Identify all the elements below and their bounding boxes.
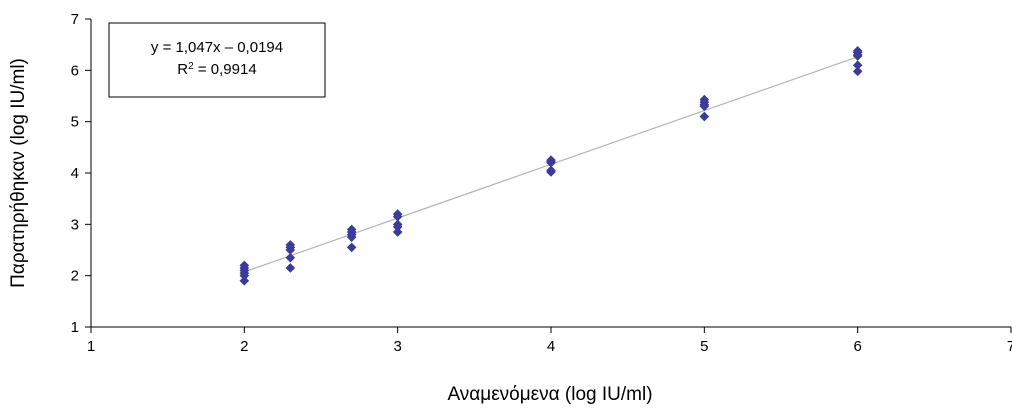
data-point bbox=[346, 242, 357, 253]
y-tick-label: 1 bbox=[71, 319, 79, 336]
data-point bbox=[699, 101, 710, 112]
equation-box: y = 1,047x – 0,0194 R2 = 0,9914 bbox=[108, 22, 326, 98]
x-tick-label: 7 bbox=[1007, 338, 1012, 355]
data-point bbox=[546, 157, 556, 168]
x-tick-label: 1 bbox=[87, 338, 95, 355]
x-tick-label: 4 bbox=[547, 338, 555, 355]
data-point bbox=[392, 222, 403, 232]
data-markers bbox=[239, 46, 863, 286]
equation-box-frame bbox=[108, 22, 326, 98]
data-point bbox=[852, 60, 863, 70]
data-point bbox=[852, 66, 863, 77]
r-squared-superscript: 2 bbox=[188, 61, 194, 72]
x-tick-label: 2 bbox=[240, 338, 248, 355]
r-squared-prefix: R bbox=[177, 61, 188, 78]
data-point bbox=[392, 211, 403, 222]
r-squared-text: R2 = 0,9914 bbox=[177, 61, 256, 79]
data-point bbox=[239, 276, 250, 286]
y-tick-label: 6 bbox=[71, 62, 79, 79]
x-tick-label: 5 bbox=[700, 338, 708, 355]
data-point bbox=[852, 51, 863, 61]
data-point bbox=[285, 252, 296, 263]
y-tick-label: 5 bbox=[71, 114, 79, 131]
data-point bbox=[285, 263, 296, 273]
x-axis-title: Αναμενόμενα (log IU/ml) bbox=[447, 384, 652, 405]
y-tick-label: 7 bbox=[71, 11, 79, 28]
data-point bbox=[239, 270, 250, 281]
x-tick-label: 6 bbox=[853, 338, 861, 355]
data-point bbox=[546, 167, 556, 177]
data-point bbox=[392, 227, 403, 237]
data-point bbox=[699, 111, 710, 122]
r-squared-value: = 0,9914 bbox=[194, 61, 257, 78]
data-point bbox=[346, 232, 357, 242]
y-tick-label: 2 bbox=[71, 268, 79, 285]
data-point bbox=[285, 245, 296, 255]
equation-text: y = 1,047x – 0,0194 bbox=[151, 39, 283, 56]
y-axis-title: Παρατηρήθηκαν (log IU/ml) bbox=[8, 58, 29, 288]
y-tick-label: 4 bbox=[71, 165, 79, 182]
y-tick-label: 3 bbox=[71, 216, 79, 233]
ticks: 1 2 3 4 5 6 7 1 2 3 4 5 6 7 bbox=[71, 11, 1012, 355]
x-tick-label: 3 bbox=[393, 338, 401, 355]
